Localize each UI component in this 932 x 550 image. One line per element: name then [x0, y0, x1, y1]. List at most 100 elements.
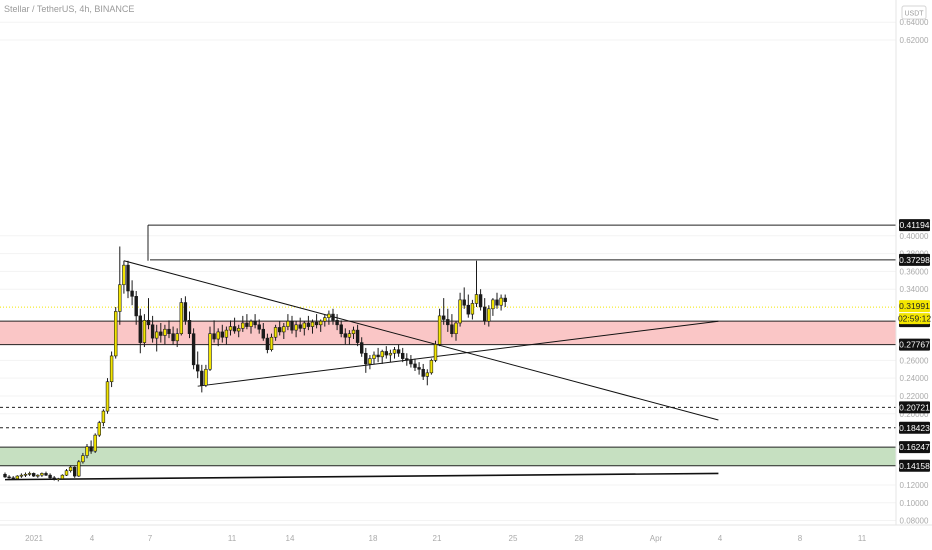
candle — [429, 358, 434, 375]
candle-body — [216, 331, 220, 340]
price-level-label: 0.37298 — [899, 255, 930, 265]
candle-body — [68, 466, 73, 472]
price-tick-label: 0.20000 — [900, 410, 929, 419]
countdown-tag — [899, 313, 930, 325]
candle — [81, 452, 85, 464]
candle-body — [191, 333, 196, 366]
candle-body — [462, 299, 466, 306]
candle — [93, 433, 97, 453]
candle — [437, 308, 442, 347]
candle-body — [294, 324, 298, 331]
candle — [114, 306, 118, 359]
candle — [36, 474, 40, 478]
countdown-label: 02:59:12 — [898, 314, 931, 324]
candle-body — [36, 474, 40, 477]
candle — [413, 358, 417, 372]
candle — [355, 324, 360, 347]
candle — [232, 317, 237, 334]
candle — [15, 475, 19, 480]
time-tick-label: 14 — [286, 534, 295, 543]
candle — [134, 290, 138, 325]
candle — [503, 294, 507, 307]
time-tick-label: 8 — [798, 534, 803, 543]
price-tick-label: 0.12000 — [900, 481, 929, 490]
candles — [3, 246, 507, 482]
candle-body — [122, 264, 126, 286]
candle — [441, 298, 446, 325]
candle-body — [52, 477, 56, 480]
price-level-label: 0.41194 — [899, 220, 929, 230]
candle-body — [89, 446, 93, 452]
candle-body — [175, 333, 179, 342]
candle-body — [470, 303, 475, 315]
price-tick-label: 0.22000 — [900, 392, 929, 401]
price-levels — [0, 224, 896, 467]
price-level-label: 0.20721 — [899, 402, 930, 412]
currency-badge[interactable] — [901, 5, 927, 20]
candle — [261, 323, 265, 341]
candle — [491, 298, 495, 316]
candle-body — [130, 290, 134, 297]
candle-body — [179, 302, 183, 334]
candle — [85, 444, 89, 459]
price-tick-label: 0.36000 — [900, 267, 929, 276]
candle — [487, 305, 491, 327]
candle — [171, 326, 175, 345]
candle — [208, 326, 212, 372]
candle-body — [458, 299, 462, 324]
candle-body — [347, 333, 352, 338]
candle-body — [118, 284, 122, 312]
candle — [269, 333, 274, 352]
candle-body — [27, 473, 32, 475]
candle — [130, 280, 134, 306]
candle-body — [19, 474, 24, 477]
price-tick-label: 0.40000 — [900, 232, 929, 241]
candle — [339, 320, 343, 338]
candle — [482, 298, 487, 325]
support-zone — [0, 447, 896, 466]
candle — [228, 320, 233, 336]
chart-title: Stellar / TetherUS, 4h, BINANCE — [4, 4, 134, 14]
candle-body — [503, 297, 507, 302]
candle-body — [474, 294, 479, 304]
candle — [359, 337, 364, 357]
time-tick-label: 21 — [433, 534, 442, 543]
price-level-tag — [899, 253, 930, 266]
candle-body — [7, 476, 11, 479]
candle-body — [60, 474, 65, 480]
price-level-tag — [899, 338, 930, 351]
candle — [60, 474, 65, 480]
candle-body — [290, 320, 294, 331]
time-axis[interactable]: 2021 4 7 11 14 18 21 25 28 Apr 4 8 11 — [25, 534, 867, 543]
time-tick-label: Apr — [650, 534, 663, 543]
candle-body — [150, 324, 155, 339]
candle — [458, 292, 462, 327]
candle-body — [73, 466, 77, 477]
candle-body — [187, 320, 192, 334]
candle-body — [376, 354, 380, 358]
candle — [27, 471, 32, 477]
candle — [3, 472, 7, 478]
price-level-tag — [899, 219, 930, 232]
candle — [446, 308, 450, 332]
candle — [163, 324, 167, 345]
candle-body — [429, 360, 434, 374]
candle-body — [196, 364, 200, 372]
candle-body — [105, 381, 110, 412]
candle — [11, 476, 15, 480]
time-tick-label: 18 — [369, 534, 378, 543]
price-tick-label: 0.10000 — [900, 499, 929, 508]
candle — [466, 294, 470, 318]
candle-body — [48, 474, 52, 479]
candle-body — [454, 322, 458, 334]
candle-body — [351, 329, 356, 334]
price-tick-label: 0.24000 — [900, 374, 929, 383]
candle-body — [261, 328, 265, 339]
candle — [167, 320, 171, 339]
candle — [310, 319, 315, 334]
candle-body — [224, 329, 229, 338]
candle-body — [273, 327, 278, 338]
price-tags: 0.411940.372980.304060.277670.207210.184… — [898, 219, 931, 472]
